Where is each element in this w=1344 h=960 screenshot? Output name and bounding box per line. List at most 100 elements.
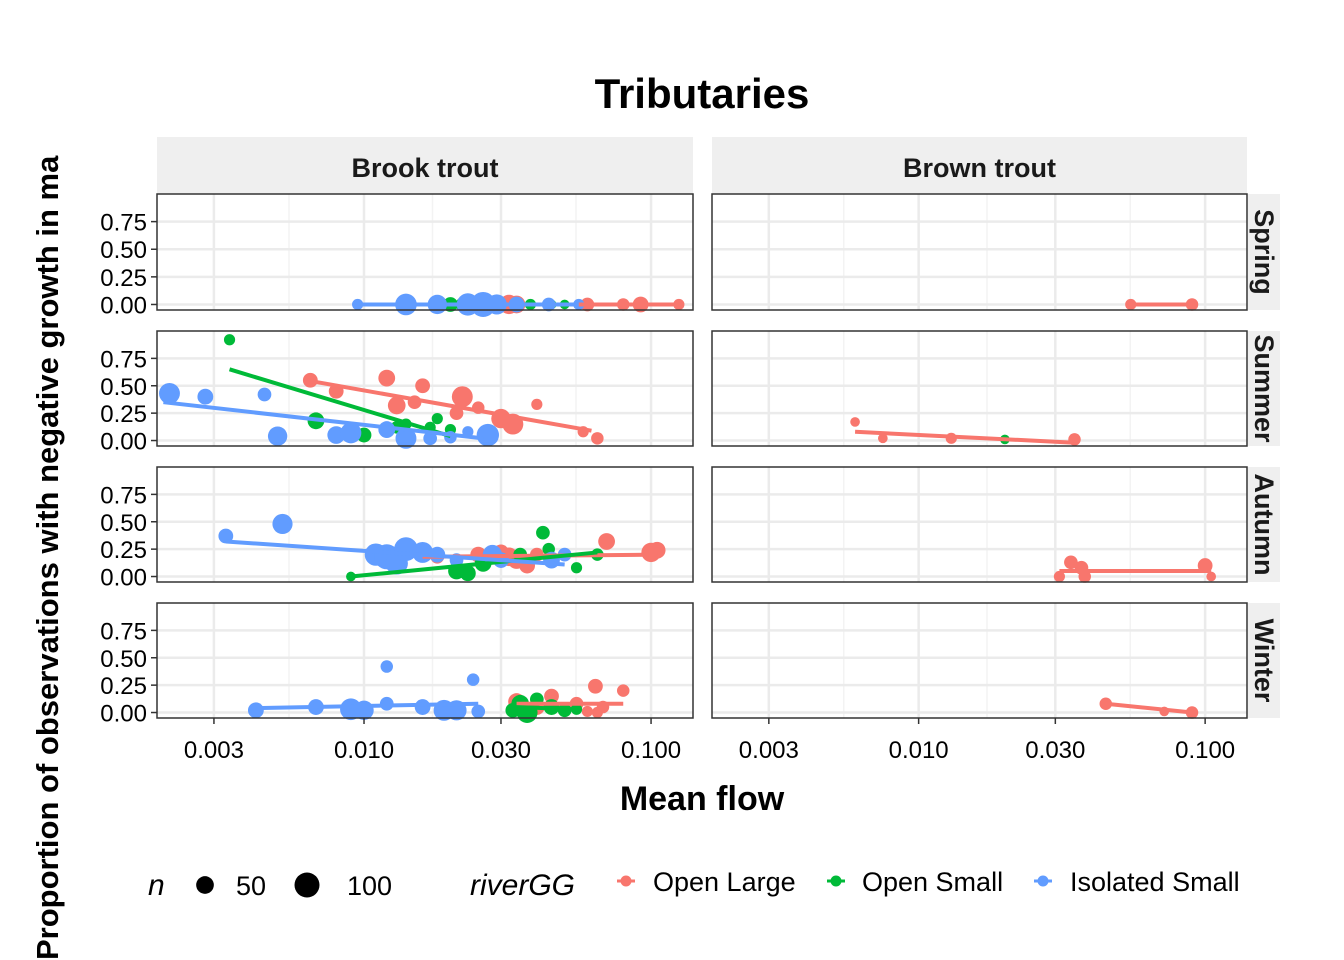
- fit-line: [512, 705, 577, 712]
- facet-strip-row-label: Autumn: [1249, 474, 1279, 576]
- panel-data: [1053, 555, 1217, 583]
- chart-title: Tributaries: [595, 70, 810, 117]
- x-tick-label: 0.010: [889, 737, 949, 764]
- y-tick-label: 0.00: [100, 292, 147, 319]
- panel-border: [711, 602, 1248, 719]
- data-point: [476, 423, 500, 447]
- data-point: [159, 382, 180, 404]
- data-point: [272, 513, 293, 535]
- fit-line: [306, 378, 592, 433]
- panel-background: [157, 194, 693, 310]
- fit-line: [350, 550, 598, 579]
- y-tick-label: 0.00: [100, 565, 147, 592]
- data-point: [415, 378, 431, 394]
- facet-strip-column: [157, 137, 693, 194]
- panel-border: [156, 193, 694, 311]
- data-point: [531, 398, 543, 410]
- panel-data: [247, 660, 630, 723]
- data-point: [414, 699, 431, 715]
- y-tick-label: 0.50: [100, 237, 147, 264]
- y-tick-label: 0.75: [100, 346, 147, 373]
- data-point: [459, 565, 476, 582]
- legend-size-swatch: [294, 872, 320, 898]
- data-point: [197, 388, 214, 405]
- legend-color-label: Open Small: [862, 867, 1003, 897]
- panel-data: [850, 417, 1081, 446]
- facet-panels: Brook trout Brown trout Spring Summer Autumn…: [100, 137, 1280, 764]
- facet-strip-row-label: Winter: [1249, 619, 1279, 703]
- fit-line: [1105, 701, 1193, 715]
- data-point: [673, 298, 685, 311]
- fit-line: [255, 701, 479, 711]
- facet-strip-row-label: Spring: [1249, 209, 1279, 295]
- data-point: [423, 431, 438, 446]
- y-tick-label: 0.75: [100, 482, 147, 509]
- legend-color-label: Open Large: [653, 867, 796, 897]
- data-point: [257, 387, 272, 402]
- data-point: [247, 702, 264, 719]
- data-point: [218, 528, 234, 544]
- facet-panel: [157, 467, 693, 582]
- x-tick-label: 0.030: [1025, 737, 1085, 764]
- data-point: [354, 700, 374, 721]
- facet-strip-row: [1248, 603, 1280, 718]
- data-point: [1053, 570, 1066, 583]
- data-point: [570, 562, 583, 574]
- data-point: [466, 673, 480, 686]
- facet-strip-column-label: Brook trout: [352, 153, 499, 183]
- facet-panel: [157, 603, 693, 718]
- panel-background: [712, 603, 1247, 718]
- data-point: [395, 427, 417, 449]
- x-tick-label: 0.003: [184, 737, 244, 764]
- data-point: [340, 422, 362, 444]
- fit-line: [225, 539, 565, 567]
- x-tick-label: 0.003: [739, 737, 799, 764]
- data-point: [588, 678, 603, 694]
- data-point: [1078, 570, 1091, 583]
- data-point: [570, 703, 583, 715]
- fit-line: [854, 429, 1075, 445]
- panel-background: [157, 603, 693, 718]
- legend-color-label: Isolated Small: [1070, 867, 1240, 897]
- y-axis-label: Proportion of observations with negative…: [30, 155, 65, 960]
- x-tick-label: 0.010: [334, 737, 394, 764]
- y-tick-label: 0.50: [100, 646, 147, 673]
- facet-strip-row-label: Summer: [1249, 334, 1279, 443]
- panel-background: [712, 467, 1247, 582]
- panel-border: [711, 466, 1248, 583]
- facet-strip-column: [712, 137, 1247, 194]
- panel-border: [156, 602, 694, 719]
- panel-background: [712, 194, 1247, 310]
- panel-border: [156, 466, 694, 583]
- data-point: [581, 705, 593, 718]
- data-point: [616, 684, 630, 697]
- data-point: [544, 688, 559, 704]
- legend-size-label: 100: [347, 871, 392, 901]
- facet-strip-row: [1248, 331, 1280, 446]
- data-point: [471, 704, 486, 719]
- y-tick-label: 0.25: [100, 537, 147, 564]
- panel-data: [1099, 697, 1199, 719]
- panel-background: [157, 467, 693, 582]
- facet-panel: [712, 331, 1247, 446]
- legend-size-label: 50: [236, 871, 266, 901]
- facet-strip-row: [1248, 467, 1280, 582]
- y-tick-label: 0.25: [100, 673, 147, 700]
- panel-data: [1125, 298, 1199, 311]
- data-point: [536, 525, 550, 540]
- x-tick-label: 0.100: [1175, 737, 1235, 764]
- y-tick-label: 0.75: [100, 210, 147, 237]
- data-point: [378, 369, 396, 387]
- data-point: [1064, 555, 1078, 570]
- data-point: [1206, 571, 1217, 582]
- facet-panel: [712, 194, 1247, 310]
- panel-data: [159, 334, 604, 449]
- facet-strip-column-label: Brown trout: [903, 153, 1056, 183]
- facet-panel: [712, 467, 1247, 582]
- data-point: [431, 413, 443, 425]
- x-tick-label: 0.030: [471, 737, 531, 764]
- facet-panel: [712, 603, 1247, 718]
- data-point: [380, 660, 393, 673]
- data-point: [267, 426, 288, 446]
- panel-background: [712, 331, 1247, 446]
